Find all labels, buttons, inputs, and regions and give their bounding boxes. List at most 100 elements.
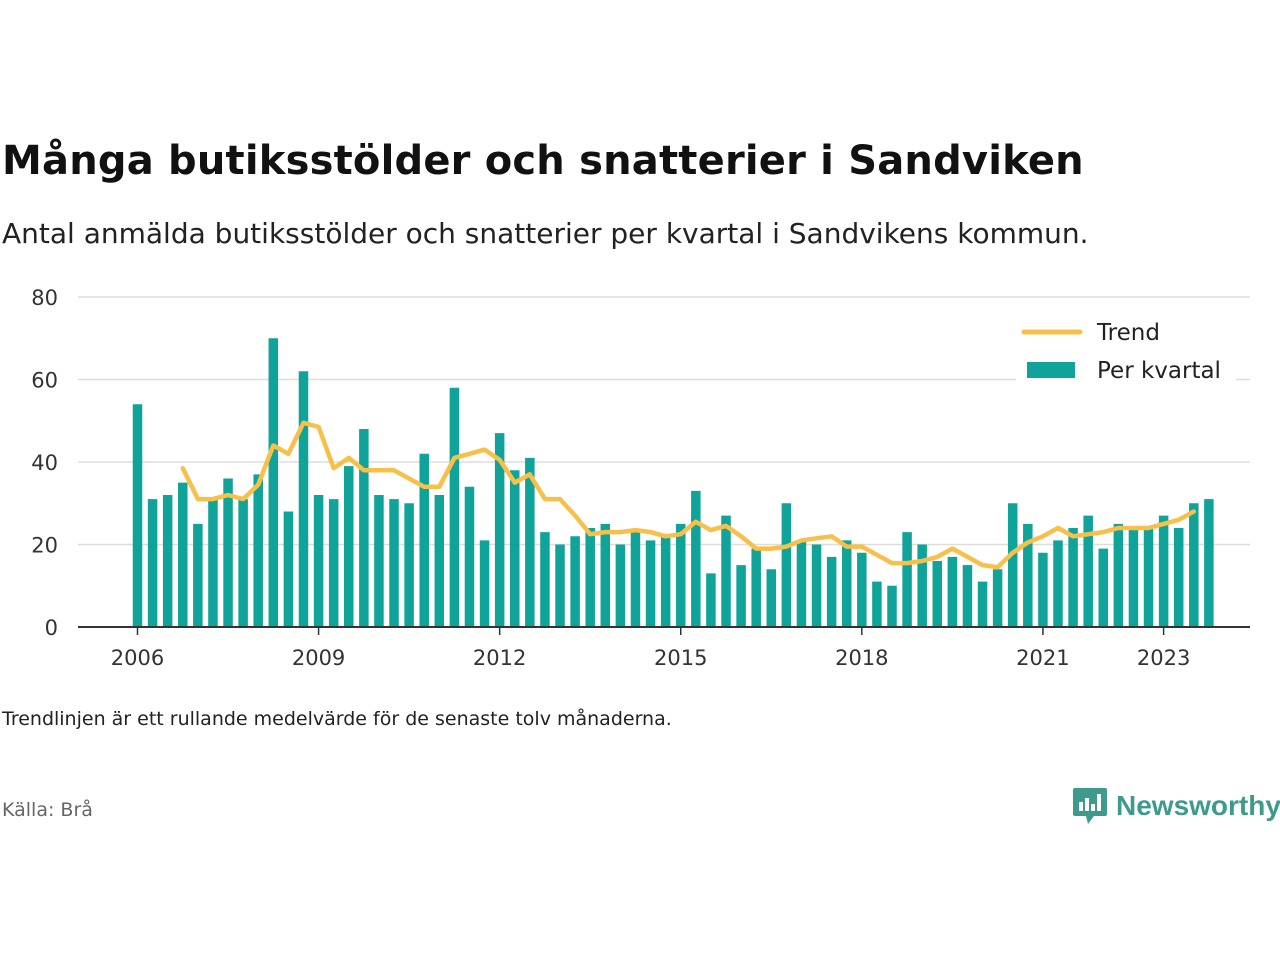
bar <box>615 544 626 627</box>
bar <box>374 495 384 627</box>
bar <box>147 499 158 627</box>
x-tick-label: 2023 <box>1137 646 1190 670</box>
bar <box>1128 528 1139 627</box>
bar <box>1038 552 1048 627</box>
bar <box>208 499 218 627</box>
y-tick-label: 80 <box>31 286 58 310</box>
bar <box>1023 523 1033 627</box>
bar <box>525 457 535 627</box>
chart-subtitle: Antal anmälda butiksstölder och snatteri… <box>2 217 1089 250</box>
bar <box>268 338 279 627</box>
bar <box>1007 503 1018 627</box>
bar <box>434 495 445 627</box>
bar <box>389 499 399 627</box>
bar <box>449 387 460 627</box>
bar <box>479 540 490 627</box>
bar <box>600 523 611 627</box>
x-tick-label: 2006 <box>111 646 164 670</box>
bar <box>253 474 263 627</box>
brand-logo: Newsworthy <box>1072 784 1280 828</box>
legend: Trend Per kvartal <box>1016 316 1236 384</box>
x-tick-label: 2021 <box>1016 646 1069 670</box>
bar <box>494 433 505 627</box>
bar <box>132 404 143 627</box>
legend-bars-swatch <box>1027 362 1075 378</box>
bar <box>902 532 912 627</box>
line-series-trend <box>180 420 1197 570</box>
x-tick-label: 2012 <box>473 646 526 670</box>
bar <box>962 565 973 627</box>
legend-trend-label: Trend <box>1096 320 1160 346</box>
bar <box>1053 540 1063 627</box>
bar <box>178 482 188 627</box>
bar <box>751 548 761 627</box>
x-axis: 2006 2009 2012 2015 2018 2021 2023 <box>78 626 1250 670</box>
legend-bars-label: Per kvartal <box>1097 358 1221 384</box>
footnote: Trendlinjen är ett rullande medelvärde f… <box>2 708 672 730</box>
bar <box>223 478 233 627</box>
bar <box>570 536 580 627</box>
bar <box>193 523 203 627</box>
bar <box>1204 499 1214 627</box>
bar <box>887 585 897 627</box>
bar <box>857 552 867 627</box>
bar <box>359 429 369 627</box>
newsworthy-logo-icon <box>1073 788 1107 824</box>
bar <box>238 499 248 627</box>
brand-name: Newsworthy <box>1116 790 1280 821</box>
bar <box>781 503 792 627</box>
bar-line-chart: 0 20 40 60 80 2006 2009 2012 2015 2018 2021 2023 T… <box>31 286 1250 670</box>
bar <box>1113 523 1124 627</box>
bar <box>540 532 550 627</box>
bar <box>675 523 686 627</box>
bar <box>298 371 309 627</box>
bar <box>841 540 852 627</box>
y-tick-label: 40 <box>31 451 58 475</box>
bar <box>1189 503 1199 627</box>
bar <box>344 466 354 627</box>
bar <box>872 581 882 627</box>
x-tick-label: 2009 <box>292 646 345 670</box>
x-tick-label: 2015 <box>654 646 707 670</box>
chart-title: Många butiksstölder och snatterier i San… <box>2 138 1084 184</box>
bar <box>1173 528 1184 627</box>
bar <box>419 453 429 627</box>
bar <box>1098 548 1109 627</box>
y-tick-label: 60 <box>31 369 58 393</box>
bar <box>510 470 520 627</box>
bar <box>1083 515 1093 627</box>
bar-series-per-kvartal <box>132 338 1214 627</box>
bar <box>630 532 641 627</box>
bar <box>992 569 1003 627</box>
bar <box>766 569 777 627</box>
bar <box>706 573 716 627</box>
bar <box>811 544 822 627</box>
bar <box>691 490 701 627</box>
bar <box>555 544 565 627</box>
bar <box>1158 515 1169 627</box>
x-tick-label: 2018 <box>835 646 888 670</box>
bar <box>162 495 173 627</box>
bar <box>1068 528 1078 627</box>
bar <box>404 503 414 627</box>
bar <box>1143 528 1154 627</box>
bar <box>645 540 656 627</box>
bar <box>796 540 807 627</box>
trend-line <box>180 420 1197 570</box>
bar <box>917 544 927 627</box>
bar <box>313 495 324 627</box>
bar <box>947 556 958 627</box>
bar <box>464 486 475 627</box>
bar <box>826 556 837 627</box>
bar <box>736 565 746 627</box>
bar <box>660 536 671 627</box>
y-tick-label: 0 <box>45 616 58 640</box>
bar <box>932 561 943 627</box>
bar <box>977 581 988 627</box>
y-tick-label: 20 <box>31 534 58 558</box>
bar <box>585 528 595 627</box>
bar <box>721 515 731 627</box>
source-text: Källa: Brå <box>2 799 93 821</box>
bar <box>328 499 339 627</box>
bar <box>283 511 294 627</box>
